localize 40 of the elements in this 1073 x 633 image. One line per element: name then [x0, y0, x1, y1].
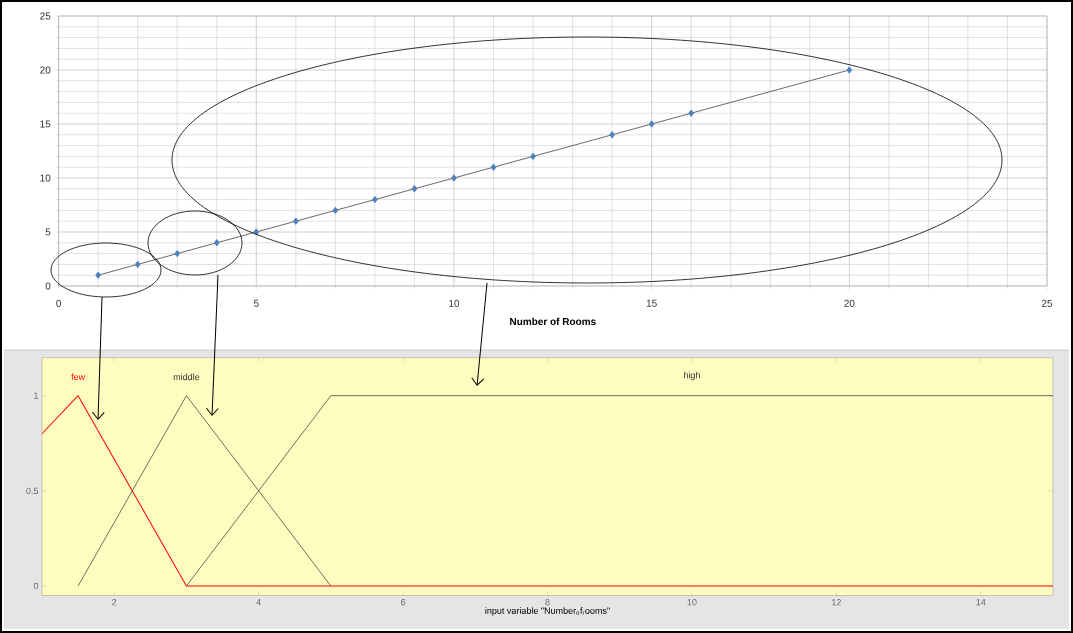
point [411, 185, 418, 193]
y-tick-label: 20 [40, 66, 51, 74]
x-tick-label: 14 [976, 599, 986, 606]
y-tick-label: 25 [40, 12, 51, 20]
y-tick-label: 0 [33, 582, 39, 590]
x-tick-label: 0 [56, 299, 61, 307]
x-tick-label: 4 [256, 599, 261, 606]
point [648, 120, 655, 128]
point [134, 260, 141, 269]
point [332, 206, 339, 215]
point [292, 217, 299, 225]
x-tick-label: 25 [1041, 299, 1053, 307]
point [213, 239, 220, 247]
x-tick-label: 15 [646, 299, 657, 307]
x-tick-label: 12 [832, 599, 841, 606]
point [174, 249, 181, 258]
x-tick-label: 5 [253, 299, 259, 307]
point [609, 131, 615, 139]
point [688, 109, 695, 117]
point [846, 66, 853, 74]
x-tick-label: 10 [449, 299, 460, 307]
x-axis-title: Number of Rooms [510, 317, 596, 326]
x-tick-label: 6 [401, 599, 406, 606]
point [451, 174, 457, 182]
y-tick-label: 0 [45, 282, 51, 290]
point [95, 271, 101, 279]
text: middle [173, 373, 200, 381]
y-tick-label: 10 [40, 174, 51, 182]
point [490, 163, 497, 171]
y-tick-label: 1 [34, 392, 39, 399]
x-tick-label: 20 [844, 299, 855, 307]
x-axis-title: input variable "Number$_{o}$f$_{r}$ooms" [485, 607, 610, 616]
y-tick-label: 5 [45, 228, 51, 236]
x-tick-label: 10 [687, 599, 697, 606]
x-tick-label: 2 [112, 599, 117, 606]
series-label: high [684, 371, 700, 381]
series-label: few [71, 373, 86, 381]
x-tick-label: 8 [545, 599, 550, 606]
y-tick-label: 0.5 [26, 487, 39, 495]
y-tick-label: 15 [40, 120, 51, 128]
